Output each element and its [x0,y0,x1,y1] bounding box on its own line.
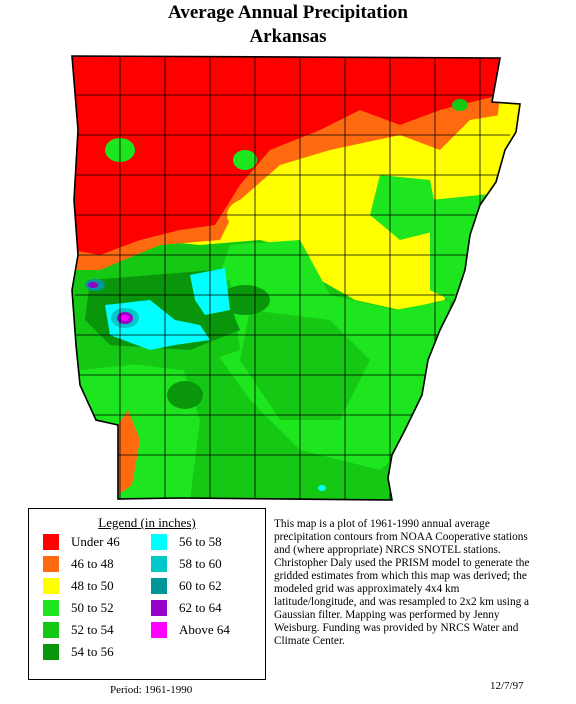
legend-label: 48 to 50 [71,578,114,593]
legend-title: Legend (in inches) [98,515,196,530]
map-title: Average Annual Precipitation [168,2,408,23]
state-outline [71,55,521,501]
legend-label: 54 to 56 [71,644,114,659]
date-label: 12/7/97 [490,680,524,692]
legend-swatch [151,622,167,638]
legend-swatch [43,600,59,616]
legend-swatch [151,600,167,616]
legend-swatch [43,622,59,638]
legend-label: 56 to 58 [179,534,222,549]
legend-swatch [43,534,59,550]
period-label: Period: 1961-1990 [110,684,193,696]
legend-label: 62 to 64 [179,600,222,615]
legend-box: Legend (in inches) Under 46 46 to 48 48 to… [28,508,266,680]
legend-swatch [151,578,167,594]
legend-label: 46 to 48 [71,556,114,571]
legend-swatch [43,556,59,572]
legend-swatch [43,578,59,594]
legend-swatch [151,556,167,572]
legend-swatch [43,644,59,660]
legend-label: 60 to 62 [179,578,222,593]
county-lines [75,56,510,500]
map-subtitle: Arkansas [249,26,327,47]
precipitation-map [71,55,521,501]
legend-label: 50 to 52 [71,600,114,615]
legend-label: Above 64 [179,622,230,637]
legend-label: 58 to 60 [179,556,222,571]
precipitation-zones [72,56,520,500]
legend-label: 52 to 54 [71,622,114,637]
legend-label: Under 46 [71,534,120,549]
description-text: This map is a plot of 1961-1990 annual a… [274,518,530,647]
legend-swatch [151,534,167,550]
